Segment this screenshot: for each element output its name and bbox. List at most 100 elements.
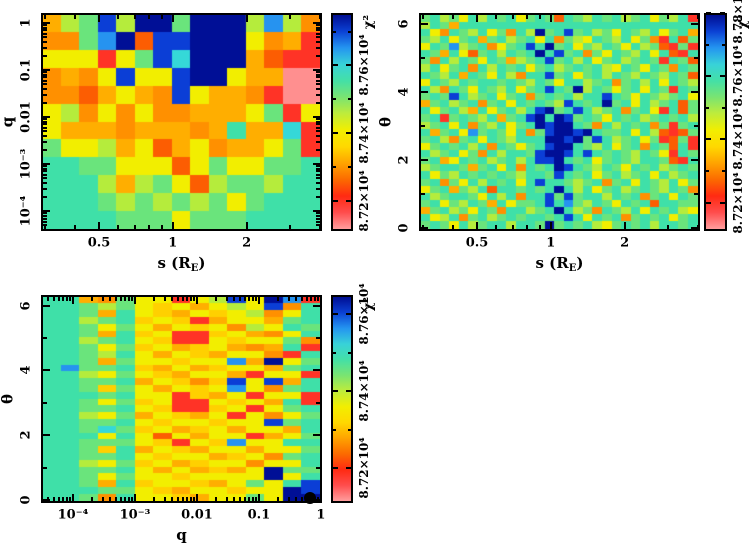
y-minor-tick [43,130,47,133]
x-tick [319,297,322,304]
x-minor-tick [214,497,217,501]
x-minor-tick [127,497,130,501]
y-minor-tick [316,54,320,57]
y-minor-tick [43,83,47,86]
y-tick [313,22,320,25]
y-minor-tick [43,93,47,96]
x-minor-tick [124,497,127,501]
x-axis-label-text: s (R [535,254,569,272]
x-minor-tick [69,297,72,301]
x-axis-label: q [176,528,187,546]
x-minor-tick [171,297,174,301]
y-minor-tick [316,165,320,168]
y-minor-tick [316,118,320,121]
y-tick-label: 10⁻³ [18,148,34,180]
x-minor-tick [248,297,251,301]
x-tick-label: 1 [316,507,326,523]
x-minor-tick [538,225,541,229]
y-minor-tick [43,170,47,173]
y-axis-label: θ [376,116,395,128]
y-minor-tick [43,32,47,35]
y-tick [43,69,50,72]
y-tick [313,163,320,166]
x-minor-tick [115,497,118,501]
y-tick [421,226,428,229]
x-minor-tick [225,497,228,501]
y-minor-tick [43,167,47,170]
y-minor-tick [43,212,47,215]
y-tick-label: 6 [396,19,412,29]
y-minor-tick [43,196,47,199]
x-minor-tick [90,297,93,301]
x-minor-tick [255,497,258,501]
x-minor-tick [276,297,279,301]
colorbar-gradient [333,15,351,229]
y-minor-tick [316,170,320,173]
x-minor-tick [193,497,196,501]
y-minor-tick [421,125,425,128]
x-tick [623,15,626,22]
x-tick [245,15,248,22]
x-minor-tick [186,297,189,301]
y-tick [313,369,320,372]
x-tick-label: 1 [546,235,556,251]
y-minor-tick [43,46,47,49]
y-minor-tick [43,224,47,227]
x-minor-tick [109,497,112,501]
x-tick [195,494,198,501]
y-tick [43,22,50,25]
y-minor-tick [316,29,320,32]
x-minor-tick [287,297,290,301]
x-minor-tick [421,15,424,19]
y-minor-tick [316,167,320,170]
y-tick-label: 0.01 [18,101,34,133]
y-minor-tick [43,134,47,137]
x-minor-tick [47,297,50,301]
x-tick [171,222,174,229]
x-minor-tick [177,297,180,301]
y-minor-tick [43,40,47,43]
y-minor-tick [316,93,320,96]
colorbar-tick-label: 8.74×10⁴ [731,108,745,170]
colorbar-tick [333,313,338,316]
x-minor-tick [47,497,50,501]
x-tick [98,15,100,22]
y-tick [43,210,50,213]
y-minor-tick [43,26,47,29]
y-minor-tick [316,126,320,129]
x-axis-label-subscript: E [568,263,577,274]
x-minor-tick [248,497,251,501]
x-minor-tick [255,297,258,301]
colorbar-tick-label: 8.72×10⁴ [357,437,371,499]
x-minor-tick [452,15,455,19]
x-tick-label: 0.5 [87,235,111,251]
y-tick-label: 2 [18,430,34,440]
y-minor-tick [694,192,698,195]
y-tick [421,159,428,162]
x-minor-tick [319,15,322,19]
y-minor-tick [316,32,320,35]
x-minor-tick [90,497,93,501]
x-minor-tick [62,497,65,501]
colorbar-minor-tick [706,43,709,46]
y-minor-tick [316,177,320,180]
x-minor-tick [74,225,77,229]
x-minor-tick [53,497,56,501]
x-minor-tick [317,497,320,501]
x-minor-tick [189,297,192,301]
x-minor-tick [101,297,104,301]
x-tick-label: 0.5 [465,235,489,251]
colorbar-gradient [333,297,351,501]
x-tick [623,222,626,229]
colorbar-tick [720,12,725,14]
x-axis-label-text: ) [198,254,206,272]
y-minor-tick [43,177,47,180]
y-minor-tick [694,125,698,128]
x-tick [319,494,322,501]
colorbar-tick [720,75,725,78]
y-minor-tick [316,83,320,86]
x-tick [133,297,136,304]
x-minor-tick [163,297,166,301]
colorbar-title-chi2: χ² [361,14,377,30]
